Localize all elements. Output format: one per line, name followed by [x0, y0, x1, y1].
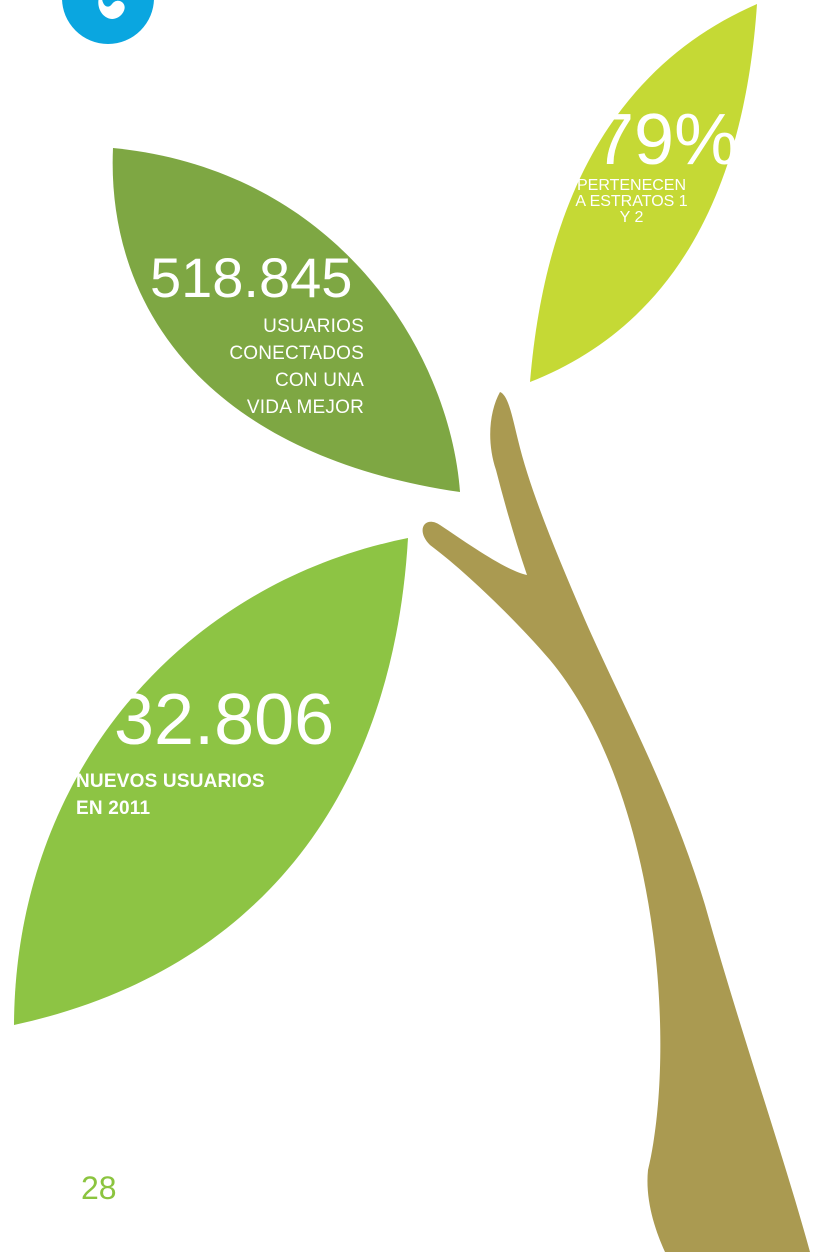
caption-line: A ESTRATOS 1: [575, 193, 688, 210]
caption-line: NUEVOS USUARIOS: [76, 771, 265, 792]
caption-line: CONECTADOS: [229, 343, 364, 364]
caption-line: VIDA MEJOR: [246, 397, 364, 418]
stat-caption-32806: NUEVOS USUARIOS EN 2011: [76, 768, 366, 822]
page-number: 28: [81, 1170, 117, 1206]
stat-value-79: 79%: [594, 100, 739, 180]
caption-line: CON UNA: [274, 370, 364, 391]
caption-line: Y 2: [619, 209, 644, 226]
caption-line: EN 2011: [76, 798, 151, 819]
stat-value-32806: 32.806: [114, 680, 335, 760]
stat-caption-518845: USUARIOS CONECTADOS CON UNA VIDA MEJOR: [200, 313, 364, 421]
stat-caption-79: PERTENECEN A ESTRATOS 1 Y 2: [553, 178, 710, 226]
tree-trunk: [422, 392, 810, 1252]
leaf-79: [530, 4, 757, 382]
leaf-32806: [14, 538, 408, 1025]
caption-line: USUARIOS: [263, 316, 364, 337]
stat-value-518845: 518.845: [150, 246, 353, 309]
leaf-518845: [112, 148, 460, 492]
caption-line: PERTENECEN: [576, 177, 687, 194]
logo: [62, 0, 154, 44]
